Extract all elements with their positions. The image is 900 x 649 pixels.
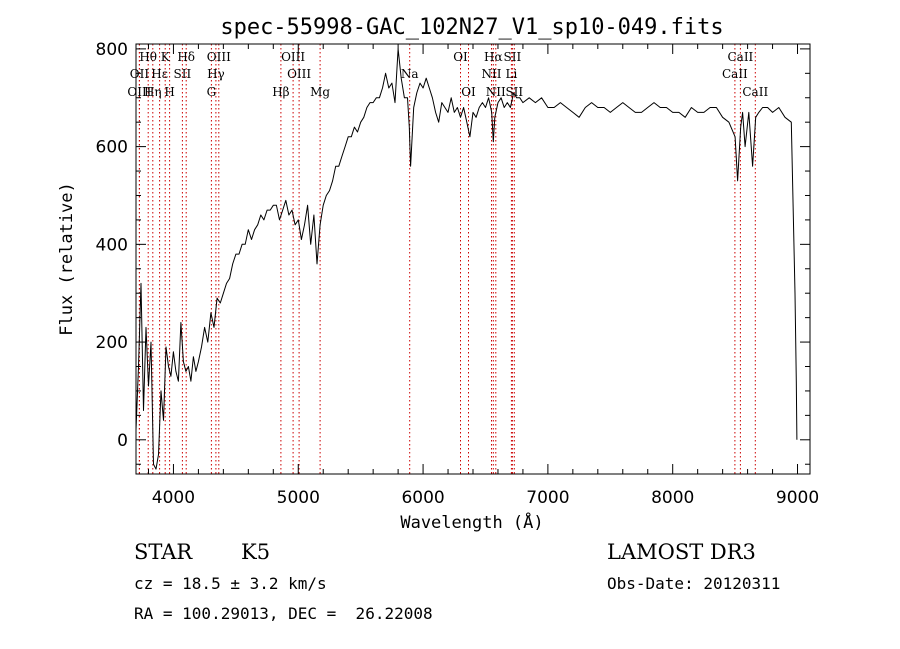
line-label-3: Hε bbox=[151, 67, 168, 81]
line-label-19: Hα bbox=[484, 50, 503, 64]
line-label-4: Hη bbox=[144, 85, 162, 99]
line-label-2: OIII bbox=[127, 85, 151, 99]
line-label-17: OI bbox=[453, 50, 468, 64]
line-label-24: SII bbox=[505, 85, 523, 99]
spectrum-series bbox=[135, 48, 798, 470]
chart-title: spec-55998-GAC_102N27_V1_sp10-049.fits bbox=[220, 15, 723, 40]
y-tick-label: 400 bbox=[96, 235, 128, 255]
x-axis-label: Wavelength (Å) bbox=[400, 511, 543, 533]
line-label-20: NII bbox=[482, 67, 502, 81]
line-label-5: K bbox=[161, 50, 171, 64]
line-label-13: OIII bbox=[287, 67, 311, 81]
y-tick-label: 600 bbox=[96, 138, 128, 158]
x-tick-label: 4000 bbox=[152, 488, 195, 508]
line-label-10: Hγ bbox=[207, 67, 225, 81]
x-tick-label: 6000 bbox=[401, 488, 444, 508]
line-label-9: OIII bbox=[207, 50, 231, 64]
y-tick-label: 800 bbox=[96, 40, 128, 60]
line-label-6: SII bbox=[174, 67, 192, 81]
line-label-23: Li bbox=[505, 67, 517, 81]
line-label-14: Hβ bbox=[272, 85, 289, 99]
x-tick-label: 7000 bbox=[526, 488, 569, 508]
line-label-0: Hθ bbox=[139, 50, 157, 64]
x-tick-label: 9000 bbox=[776, 488, 819, 508]
y-axis-label: Flux (relative) bbox=[57, 182, 77, 336]
line-label-27: CaII bbox=[742, 85, 768, 99]
line-label-22: SII bbox=[504, 50, 522, 64]
spectral-line-markers bbox=[138, 44, 756, 474]
line-label-26: CaII bbox=[722, 67, 748, 81]
y-tick-label: 200 bbox=[96, 333, 128, 353]
x-tick-label: 5000 bbox=[277, 488, 320, 508]
y-tick-label: 0 bbox=[117, 431, 128, 451]
line-label-8: Hδ bbox=[177, 50, 195, 64]
survey-name: LAMOST DR3 bbox=[607, 540, 756, 564]
line-label-16: Na bbox=[401, 67, 419, 81]
line-label-15: Mg bbox=[310, 85, 330, 99]
line-label-25: CaII bbox=[727, 50, 753, 64]
object-subclass: K5 bbox=[241, 540, 271, 564]
line-label-7: H bbox=[164, 85, 174, 99]
line-label-1: OII bbox=[130, 67, 150, 81]
object-class: STAR bbox=[134, 540, 193, 564]
line-label-21: NII bbox=[486, 85, 506, 99]
spectrum-line bbox=[135, 48, 798, 470]
axis-ticks: 4000 5000 6000 7000 8000 9000 0 200 400 600 800 bbox=[96, 40, 820, 508]
line-label-18: OI bbox=[461, 85, 476, 99]
line-label-11: G bbox=[207, 85, 217, 99]
redshift-text: cz = 18.5 ± 3.2 km/s bbox=[134, 574, 327, 593]
coordinates-text: RA = 100.29013, DEC = 26.22008 bbox=[134, 604, 433, 623]
x-tick-label: 8000 bbox=[651, 488, 694, 508]
line-label-12: OIII bbox=[281, 50, 305, 64]
observation-date: Obs-Date: 20120311 bbox=[607, 574, 781, 593]
